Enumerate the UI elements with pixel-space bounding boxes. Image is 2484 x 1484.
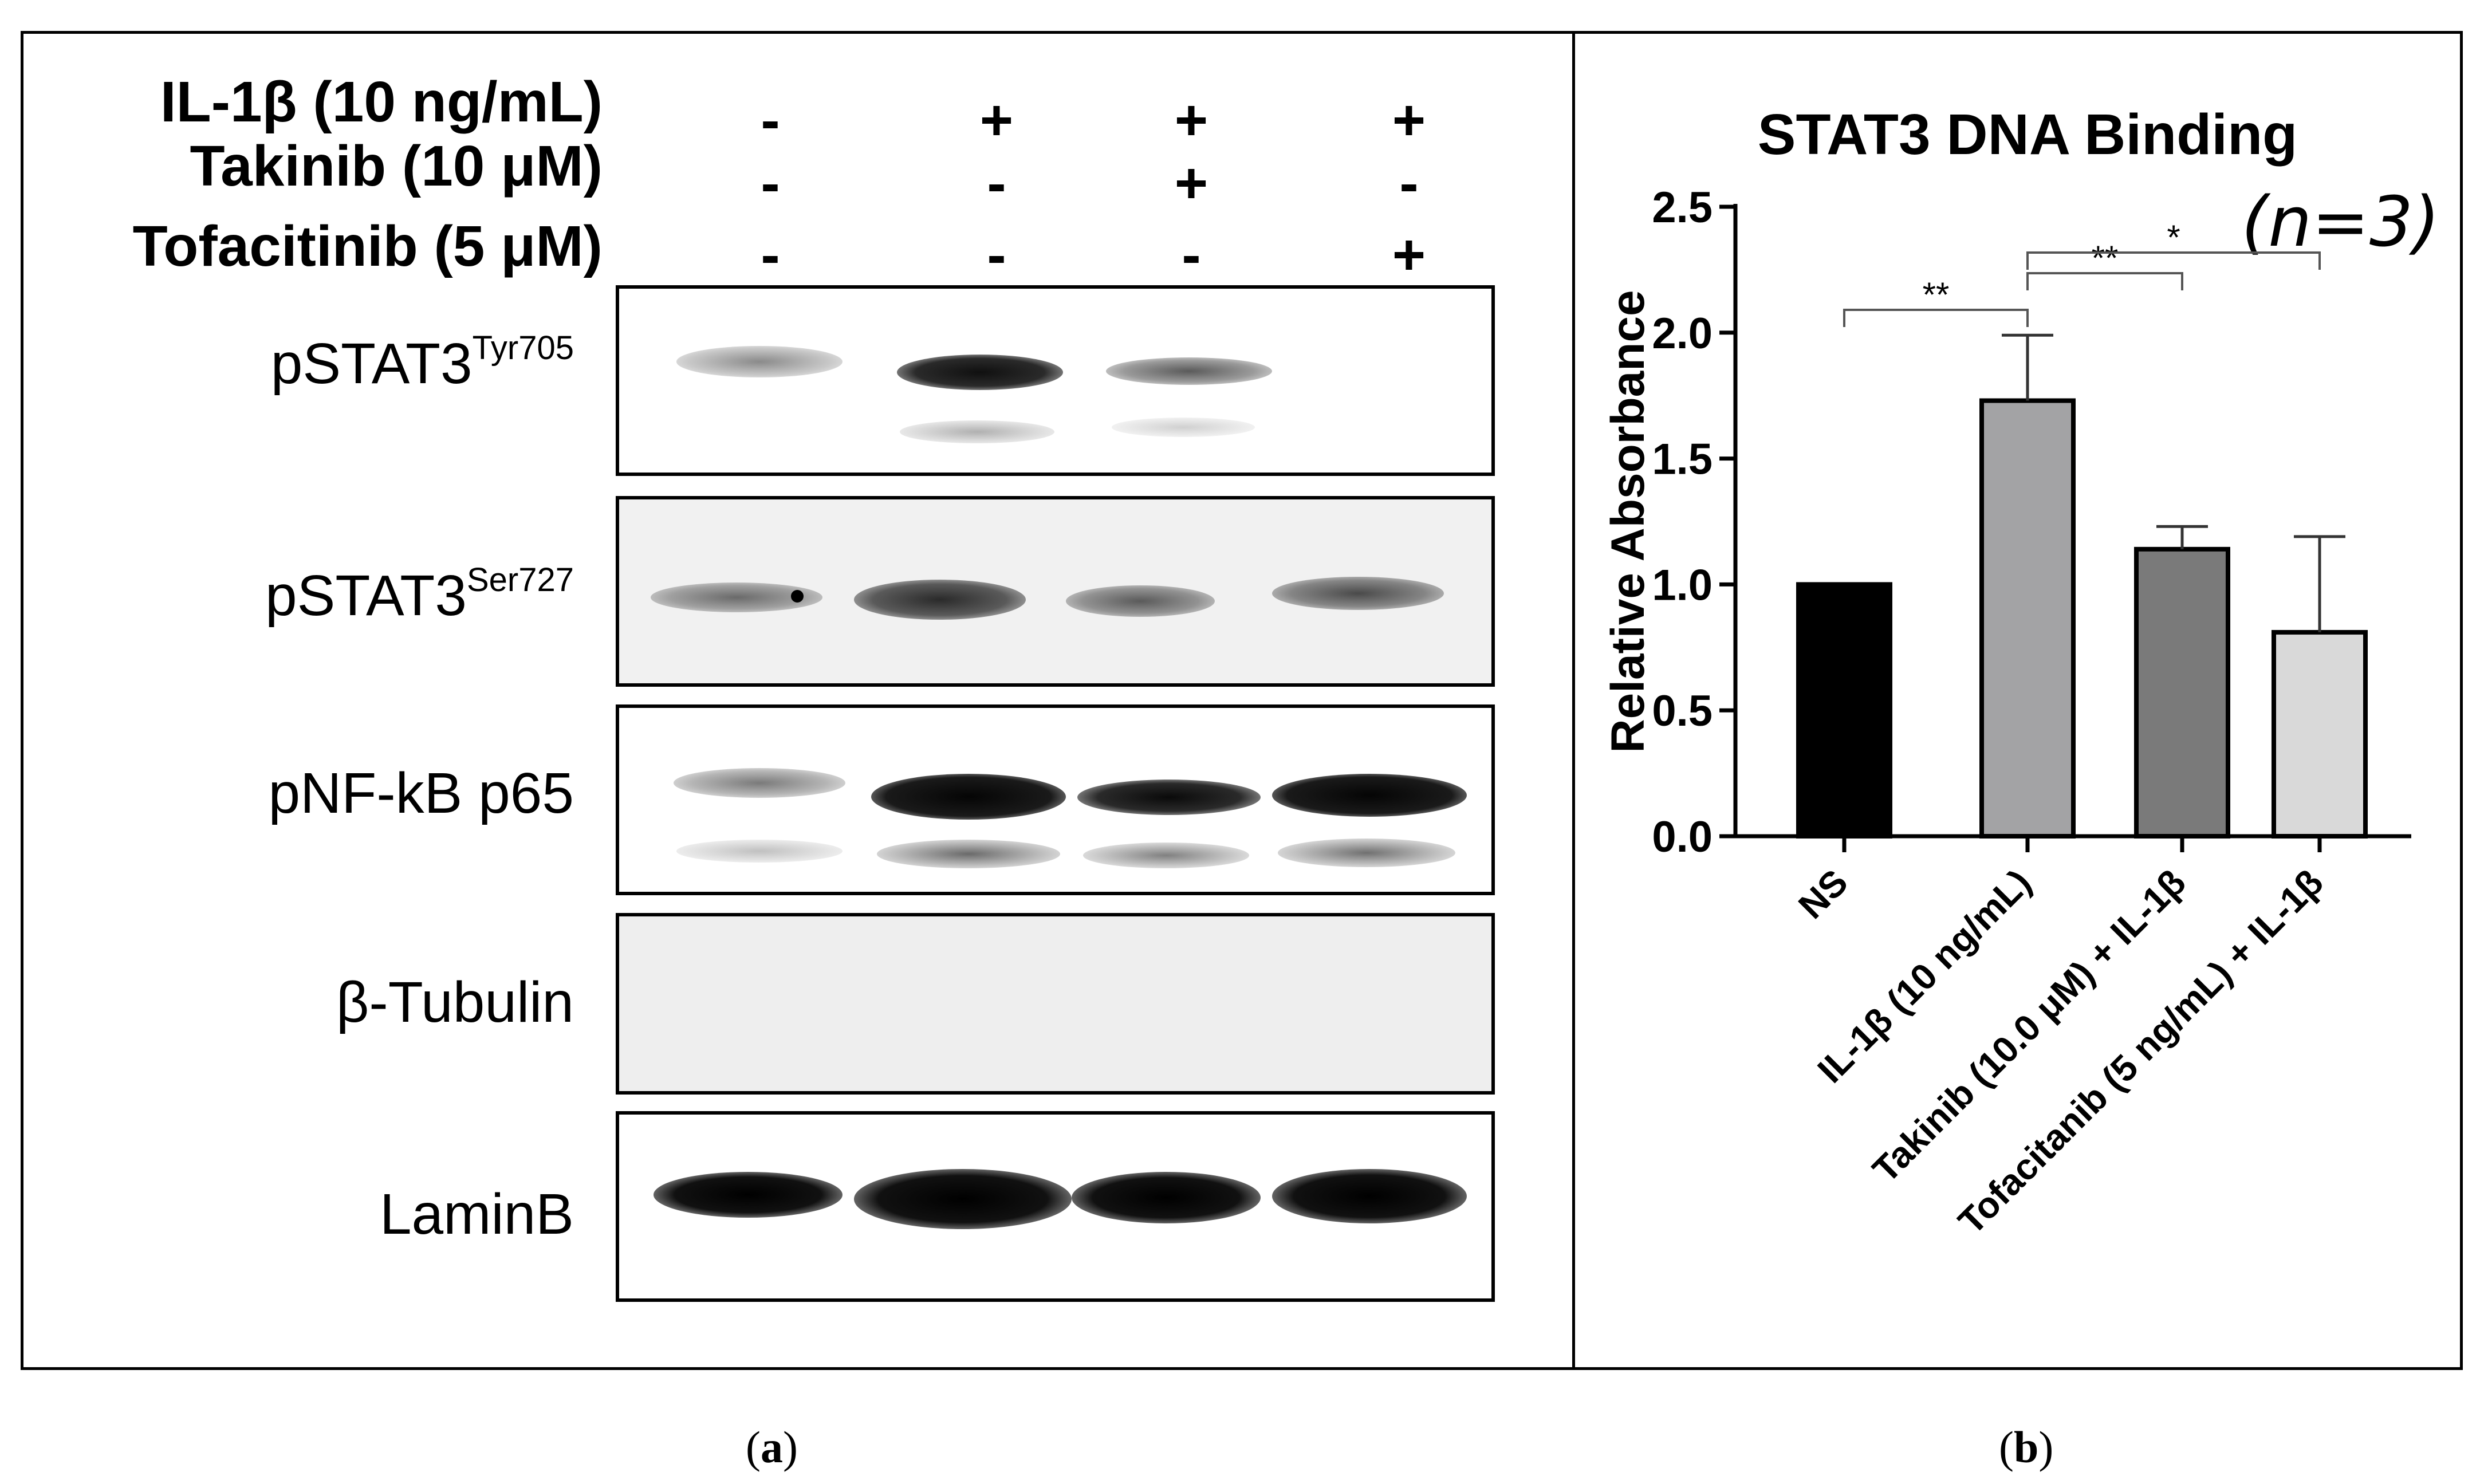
panel-letter-a: (a) (746, 1422, 798, 1472)
bar-1 (1979, 398, 2076, 839)
significance-bracket-2 (2026, 251, 2321, 270)
sign-il1b-lane4: + (1392, 88, 1426, 152)
sign-tofacitinib-lane2: - (987, 223, 1006, 287)
y-tick-label: 1.0 (1652, 561, 1713, 609)
bar-0 (1796, 582, 1892, 839)
y-tick-label: 2.0 (1652, 309, 1713, 358)
y-axis-label: Relative Absorbance (1602, 290, 1654, 753)
y-tick-label: 2.5 (1652, 183, 1713, 232)
sign-il1b-lane1: - (761, 88, 780, 152)
figure-frame (21, 31, 2463, 1370)
blot-label-laminb: LaminB (379, 1182, 574, 1246)
treatment-label-tofacitinib: Tofacitinib (5 μM) (132, 214, 603, 278)
panel-divider (1572, 31, 1575, 1370)
blot-laminb (616, 1111, 1495, 1302)
blot-pstat3-tyr705 (616, 285, 1495, 476)
sign-il1b-lane3: + (1174, 88, 1208, 152)
sign-takinib-lane4: - (1399, 151, 1419, 215)
y-tick-label: 0.0 (1652, 813, 1713, 861)
treatment-label-takinib: Takinib (10 μM) (190, 134, 603, 198)
sign-tofacitinib-lane4: + (1392, 223, 1426, 287)
significance-label-2: * (2167, 218, 2180, 257)
significance-label-1: ** (2092, 239, 2119, 277)
blot-pnfkb-p65 (616, 704, 1495, 895)
stat3-dna-binding-chart: STAT3 DNA Binding (n=3) Relative Absorbanc… (1602, 103, 2440, 1242)
bar-2 (2134, 546, 2230, 839)
sign-takinib-lane2: - (987, 151, 1006, 215)
sign-tofacitinib-lane3: - (1182, 223, 1201, 287)
blot-label-pstat3-tyr705: pSTAT3Tyr705 (270, 329, 574, 396)
sign-il1b-lane2: + (979, 88, 1014, 152)
bar-3 (2272, 629, 2368, 839)
significance-bracket-0 (1843, 309, 2029, 327)
blot-pstat3-ser727 (616, 496, 1495, 687)
sample-size-annotation: (n=3) (2241, 183, 2440, 262)
sign-takinib-lane1: - (761, 151, 780, 215)
blot-label-pnfkb-p65: pNF-kB p65 (268, 761, 574, 825)
treatment-label-il1b: IL-1β (10 ng/mL) (160, 70, 603, 134)
sign-tofacitinib-lane1: - (761, 223, 780, 287)
blot-beta-tubulin (616, 913, 1495, 1095)
panel-letter-b: (b) (1999, 1422, 2054, 1472)
y-tick-label: 0.5 (1652, 687, 1713, 735)
blot-label-pstat3-ser727: pSTAT3Ser727 (265, 561, 574, 628)
significance-label-0: ** (1923, 275, 1950, 314)
significance-bracket-1 (2026, 272, 2183, 290)
y-tick-label: 1.5 (1652, 435, 1713, 484)
x-tick-label: NS (1790, 861, 1856, 927)
chart-title: STAT3 DNA Binding (1758, 103, 2297, 167)
blot-label-beta-tubulin: β-Tubulin (336, 970, 574, 1034)
sign-takinib-lane3: + (1174, 151, 1208, 215)
